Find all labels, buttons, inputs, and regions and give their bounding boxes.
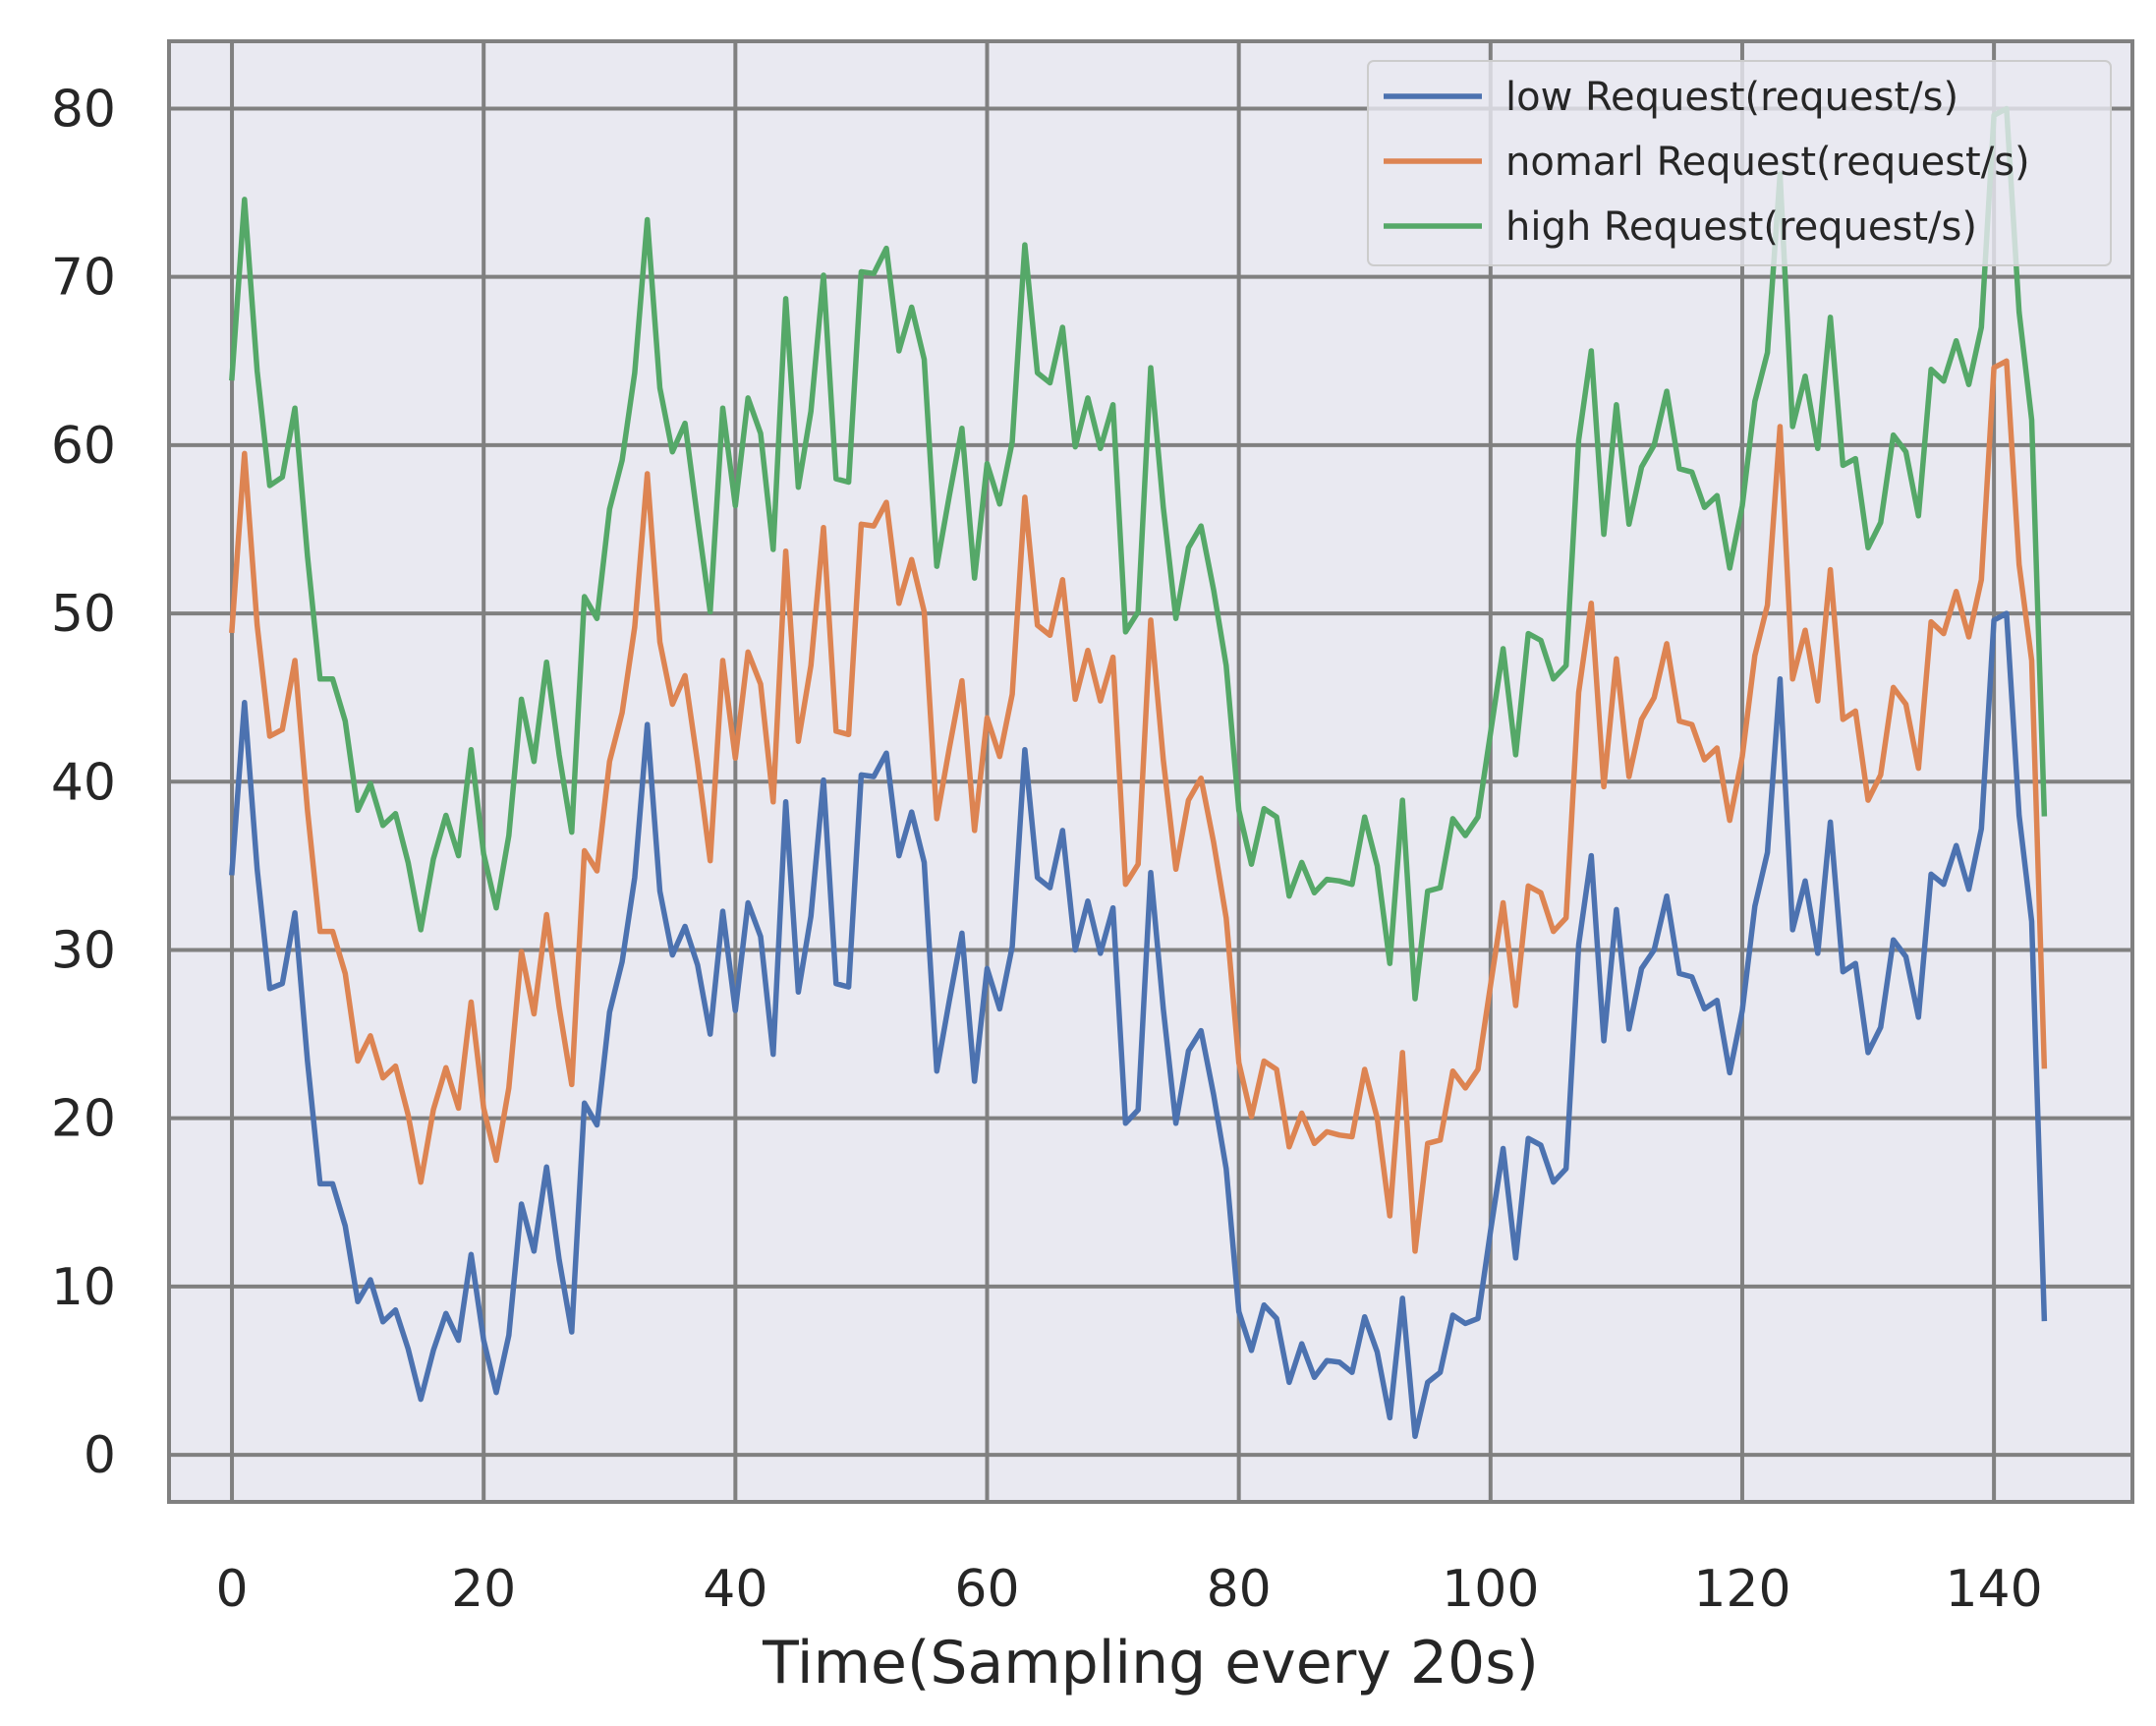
x-tick-labels: 0 20 40 60 80 100 120 140 [215,1560,2042,1619]
legend-label-low: low Request(request/s) [1505,75,1958,120]
y-tick-label: 60 [51,417,116,476]
x-tick-label: 120 [1693,1560,1790,1619]
legend-label-normal: nomarl Request(request/s) [1505,140,2030,185]
x-tick-label: 0 [215,1560,248,1619]
x-axis-label: Time(Sampling every 20s) [762,1629,1539,1697]
legend: low Request(request/s) nomarl Request(req… [1367,60,2112,266]
x-tick-label: 60 [954,1560,1019,1619]
series-line-normal [229,358,2048,1254]
x-tick-label: 100 [1442,1560,1539,1619]
y-tick-labels: 0 10 20 30 40 50 60 70 80 [51,80,116,1485]
series-line-high [229,105,2048,1002]
grid-lines [169,41,2132,1502]
x-tick-label: 140 [1945,1560,2042,1619]
y-tick-label: 30 [51,921,116,980]
y-tick-label: 10 [51,1258,116,1317]
y-tick-label: 20 [51,1090,116,1149]
series-lines [229,105,2048,1439]
x-tick-label: 40 [703,1560,767,1619]
plot-area-background [169,41,2132,1502]
x-tick-label: 20 [451,1560,516,1619]
y-tick-label: 50 [51,585,116,644]
x-tick-label: 80 [1207,1560,1272,1619]
legend-label-high: high Request(request/s) [1505,204,1977,250]
legend-box [1367,60,2112,266]
y-tick-label: 40 [51,753,116,812]
y-tick-label: 0 [84,1426,116,1485]
plot-frame [167,39,2134,1504]
y-tick-label: 80 [51,80,116,139]
series-line-low [229,610,2048,1439]
y-tick-label: 70 [51,249,116,308]
